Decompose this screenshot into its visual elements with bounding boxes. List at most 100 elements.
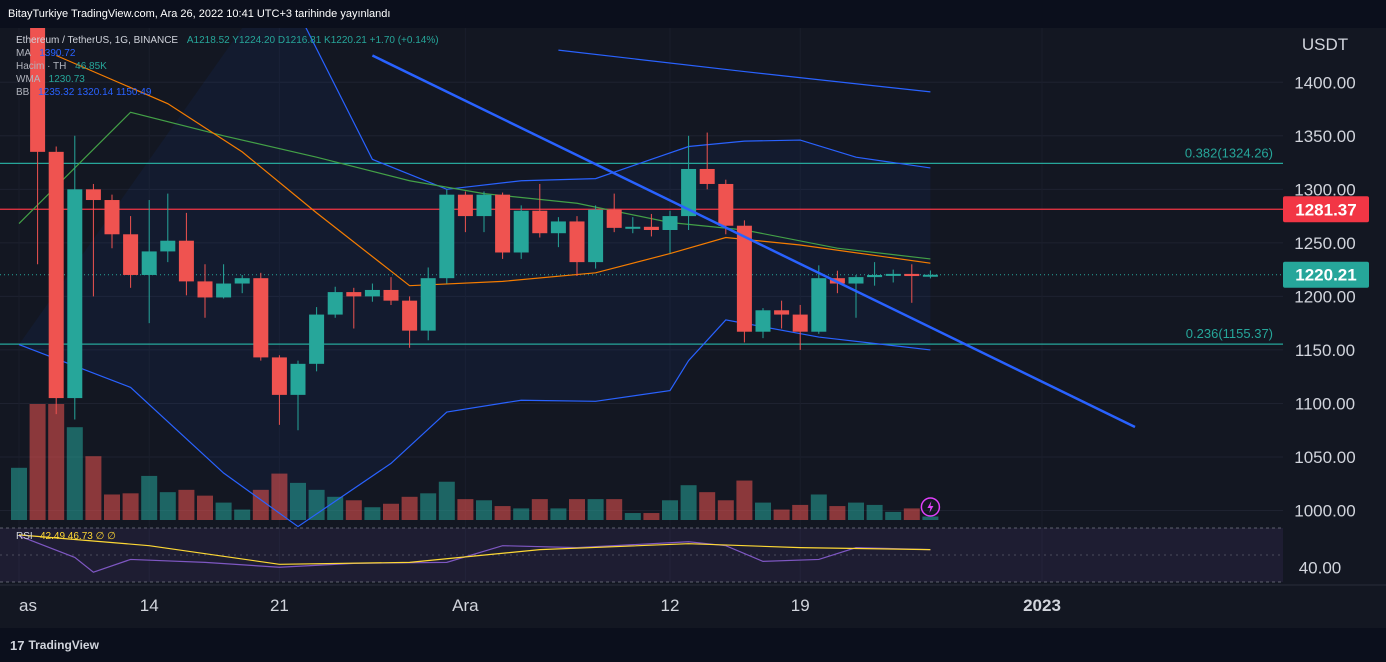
volume-bars xyxy=(11,404,939,520)
candle-body xyxy=(588,209,604,263)
candle-body xyxy=(48,151,64,399)
candle-body xyxy=(476,194,492,217)
time-tick-label: 21 xyxy=(270,596,289,615)
candle-body xyxy=(141,251,157,275)
moving-average-line xyxy=(558,49,931,93)
price-mark-badge xyxy=(1283,196,1369,223)
candle-body xyxy=(67,189,83,399)
rsi-ma-line xyxy=(18,534,931,565)
price-tick-label: 1250.00 xyxy=(1294,234,1355,253)
price-axis-background xyxy=(1283,28,1386,628)
candle-body xyxy=(402,300,418,331)
rsi-tick-label: 40.00 xyxy=(1299,558,1342,577)
volume-bar xyxy=(885,511,902,520)
volume-bar xyxy=(773,509,790,520)
time-tick-label: 2023 xyxy=(1023,596,1061,615)
volume-bar xyxy=(327,496,344,520)
legend-volume-row[interactable]: Hacim · TH 46.85K xyxy=(16,60,439,73)
trendline[interactable] xyxy=(371,54,1136,429)
downtrend-line xyxy=(371,54,1136,429)
price-tick-label: 1100.00 xyxy=(1295,394,1355,413)
volume-bar xyxy=(178,489,195,520)
volume-bar xyxy=(922,516,939,520)
volume-bar xyxy=(810,494,827,520)
candle-body xyxy=(792,314,808,332)
volume-bar xyxy=(866,504,883,520)
bb-lower-line xyxy=(18,319,931,528)
volume-bar xyxy=(271,473,288,520)
volume-bar xyxy=(606,499,623,520)
chart-area[interactable]: 0.382(1324.26) 0.236(1155.37) RSI 42.49 46… xyxy=(0,0,1386,628)
candle-body xyxy=(85,189,101,201)
symbol-title[interactable]: Ethereum / TetherUS, 1G, BINANCE xyxy=(16,35,179,46)
lightning-bolt-icon xyxy=(927,501,934,513)
volume-bar xyxy=(550,508,567,520)
volume-bar xyxy=(829,506,846,520)
volume-label: Hacim · TH xyxy=(16,61,67,72)
candle-body xyxy=(234,278,250,284)
volume-bar xyxy=(569,499,585,520)
candle-body xyxy=(922,274,938,277)
bollinger-band-fill xyxy=(19,0,931,527)
candle-body xyxy=(699,168,715,184)
volume-bar xyxy=(66,427,83,520)
publish-header: BitayTurkiye TradingView.com, Ara 26, 20… xyxy=(0,0,1386,28)
price-chart[interactable]: 0.382(1324.26) 0.236(1155.37) RSI 42.49 46… xyxy=(0,0,1386,628)
rsi-pane: RSI 42.49 46.73 ∅ ∅ xyxy=(0,527,1283,583)
wma-label: WMA xyxy=(16,74,40,85)
candle-body xyxy=(848,277,864,284)
time-axis[interactable]: as 14 21 Ara 12 19 2023 xyxy=(0,584,1386,615)
volume-bar xyxy=(215,502,232,520)
ohlc-values: A1218.52 Y1224.20 D1216.81 K1220.21 +1.7… xyxy=(186,35,439,46)
price-mark-label: 1281.37 xyxy=(1295,200,1356,219)
price-mark-badge xyxy=(1283,261,1369,288)
volume-bar xyxy=(308,489,325,520)
price-tick-label: 1300.00 xyxy=(1294,180,1355,199)
lightning-icon xyxy=(920,497,941,517)
volume-bar xyxy=(736,480,753,520)
volume-bar xyxy=(29,404,46,520)
tradingview-logo-icon: 17 xyxy=(10,637,25,653)
volume-bar xyxy=(792,504,809,520)
volume-bar xyxy=(513,508,530,520)
volume-bar xyxy=(345,500,362,520)
volume-bar xyxy=(122,493,139,520)
legend-wma-row[interactable]: WMA 1230.73 xyxy=(16,73,439,86)
candle-body xyxy=(439,194,455,279)
candle-body xyxy=(271,357,287,395)
candle-body xyxy=(718,183,734,226)
footer-branding: 17 TradingView xyxy=(0,628,1386,662)
candle-body xyxy=(662,216,678,231)
volume-bar xyxy=(680,485,697,520)
volume-bar xyxy=(401,496,418,520)
volume-bar xyxy=(717,500,734,520)
candle-body xyxy=(774,310,790,315)
candle-body xyxy=(383,289,399,301)
time-tick-label: 12 xyxy=(661,596,680,615)
legend-ma-row[interactable]: MA 1390.72 xyxy=(16,47,439,60)
candle-body xyxy=(755,310,771,332)
candle-body xyxy=(569,221,585,263)
volume-bar xyxy=(197,495,213,520)
bb-values: 1235.32 1320.14 1150.49 xyxy=(38,87,152,98)
volume-bar xyxy=(587,499,604,520)
volume-bar xyxy=(662,500,678,520)
volume-bar xyxy=(85,456,102,520)
price-tick-label: 1400.00 xyxy=(1294,73,1355,92)
legend-bb-row[interactable]: BB 1235.32 1320.14 1150.49 xyxy=(16,86,439,99)
candle-body xyxy=(811,278,827,332)
wma-value: 1230.73 xyxy=(48,74,85,85)
candle-body xyxy=(495,194,511,253)
time-tick-label: Ara xyxy=(452,596,479,615)
bb-label: BB xyxy=(16,87,30,98)
volume-bar xyxy=(438,481,455,520)
candle-body xyxy=(123,234,139,275)
price-axis[interactable]: USDT 1000.00 1050.00 1100.00 1150.00 1200.00 1… xyxy=(1283,28,1386,628)
volume-bar xyxy=(234,509,251,520)
brand-name[interactable]: TradingView xyxy=(28,638,99,652)
fib-level-label: 0.382(1324.26) xyxy=(1185,145,1273,160)
candle-body xyxy=(885,273,901,276)
legend-symbol-row[interactable]: Ethereum / TetherUS, 1G, BINANCE A1218.5… xyxy=(16,34,439,47)
rsi-values: 42.49 46.73 ∅ ∅ xyxy=(40,531,116,542)
rsi-label: RSI xyxy=(16,531,33,542)
